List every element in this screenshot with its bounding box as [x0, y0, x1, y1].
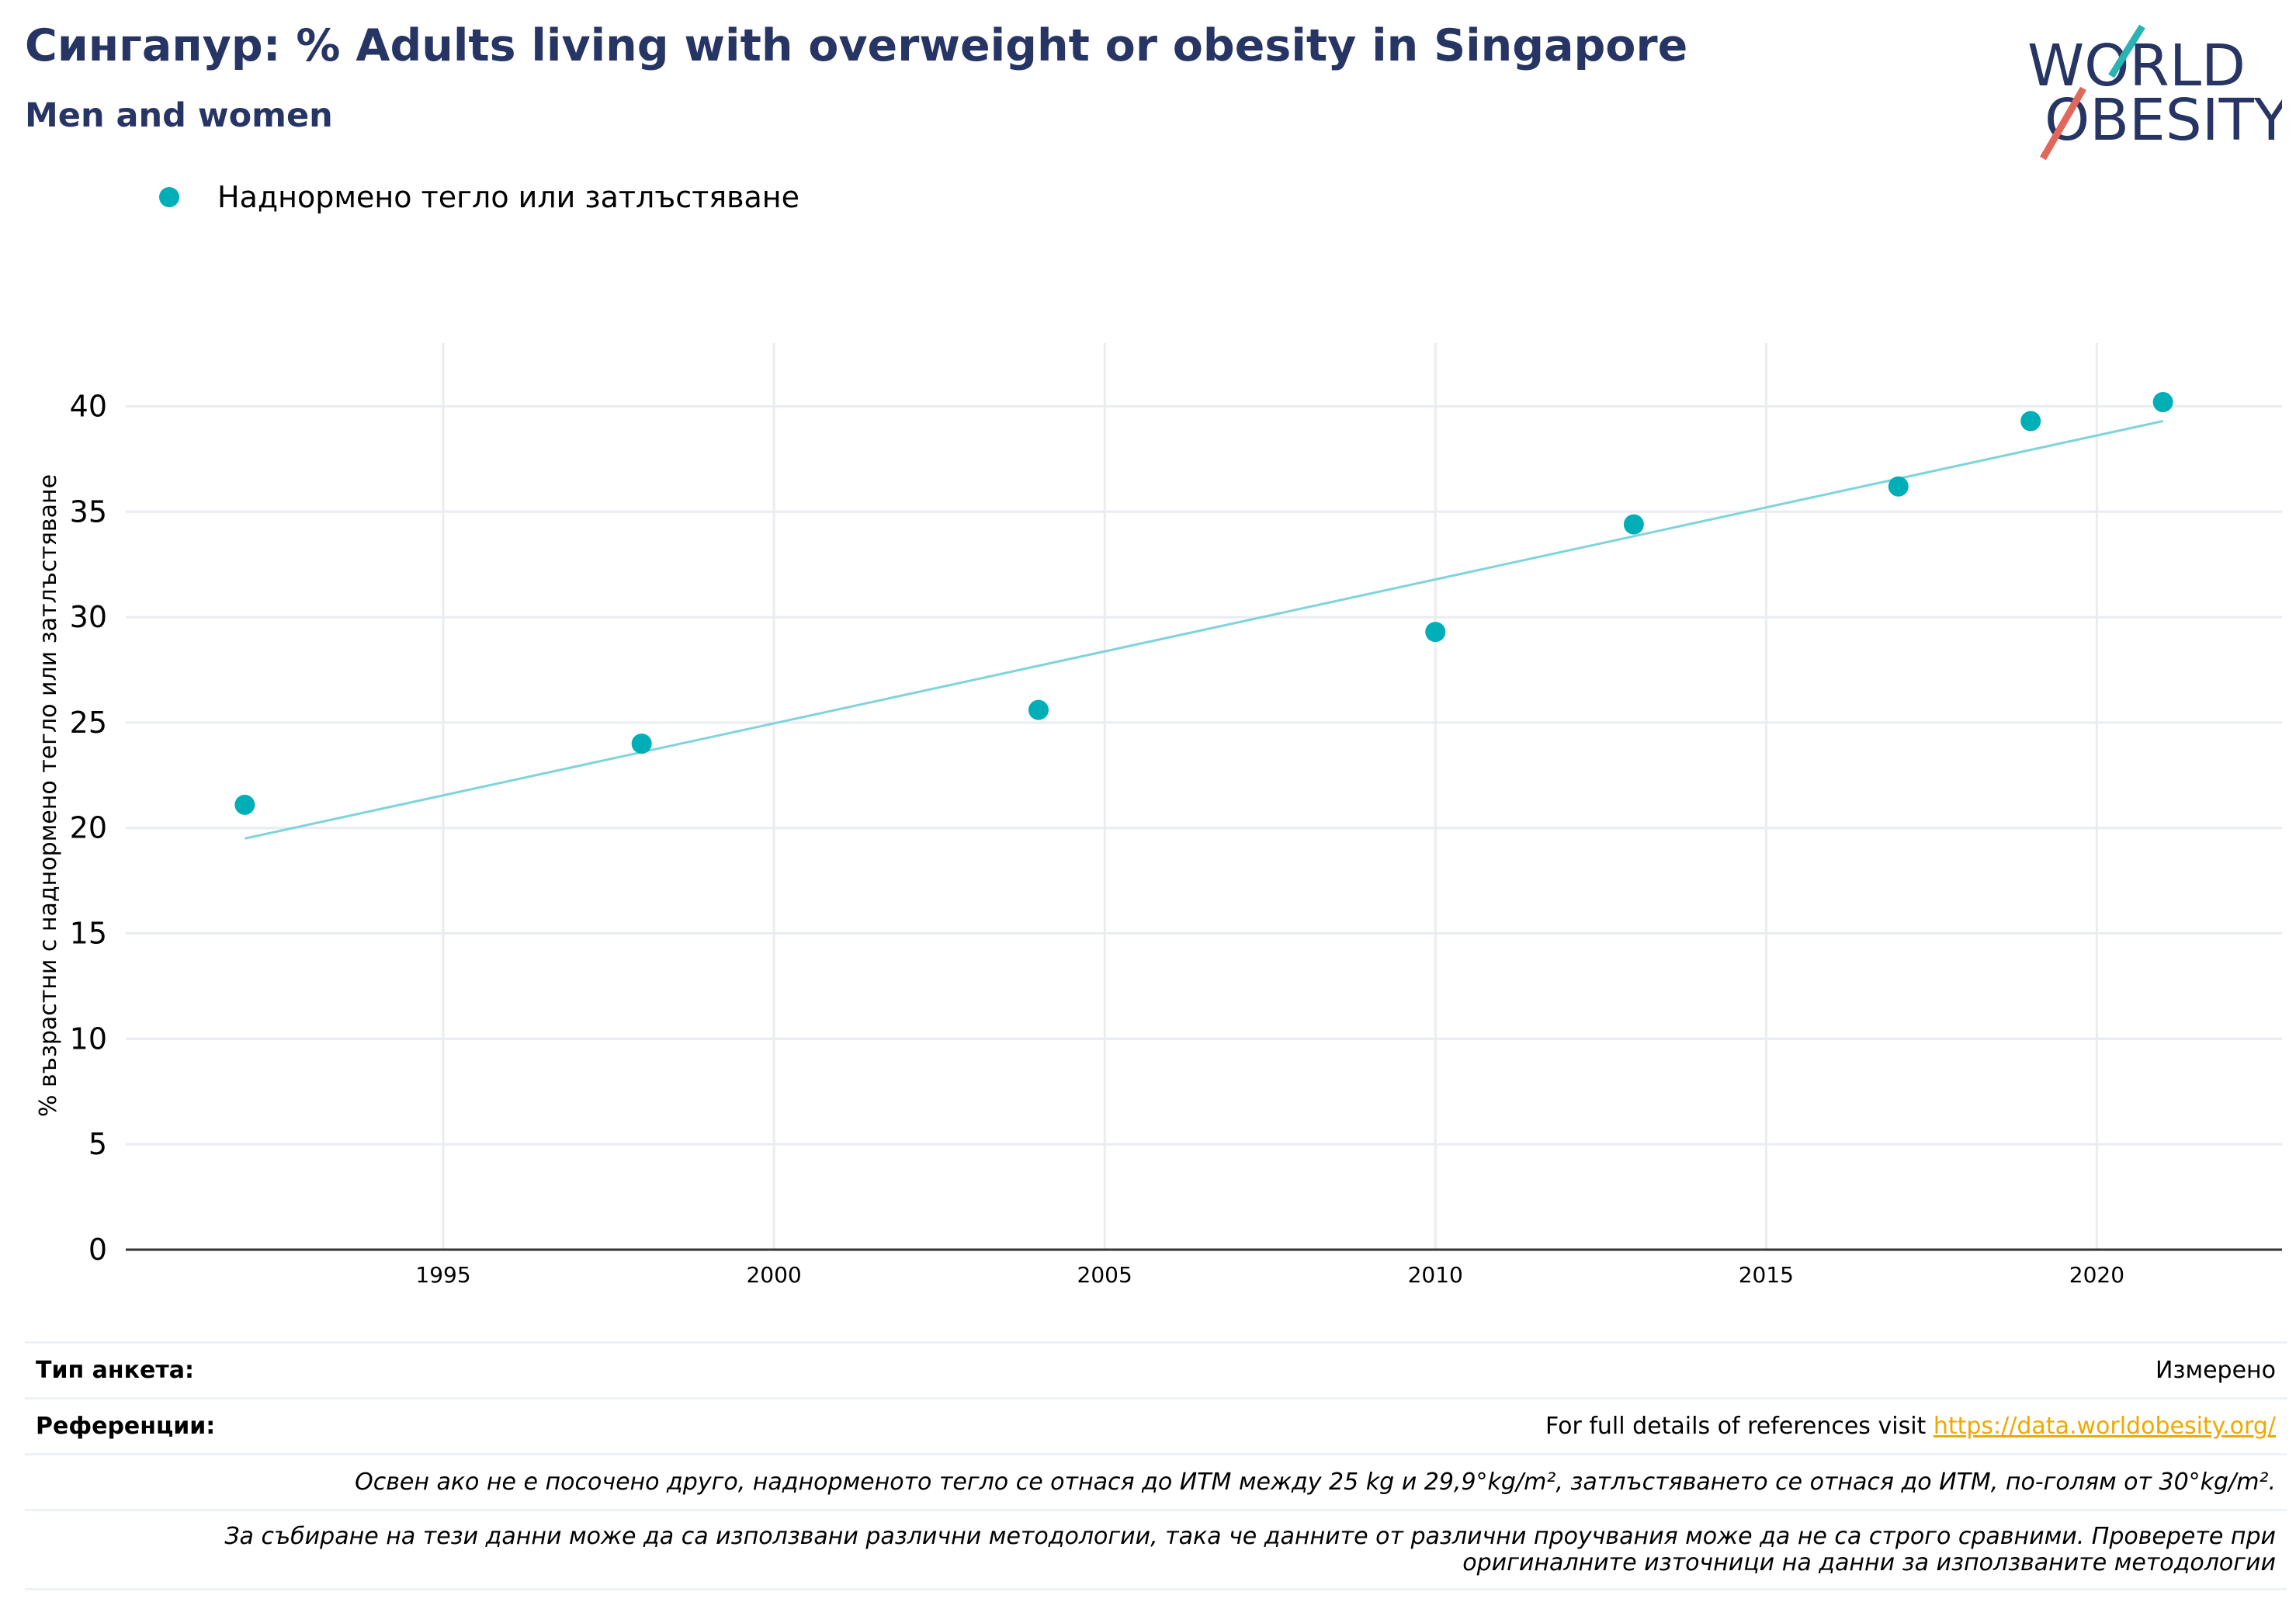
data-point — [1888, 476, 1909, 497]
scatter-chart: 0 5 10 15 20 25 30 35 40 1995 2000 2005 2010 2015 2020… — [35, 343, 2282, 1288]
data-point — [234, 794, 255, 815]
x-tick-label: 2000 — [746, 1262, 801, 1288]
y-tick-label: 25 — [70, 706, 107, 740]
references-row: Референции: For full details of referenc… — [25, 1399, 2287, 1455]
methodology-note: За събиране на тези данни може да са изп… — [224, 1522, 2276, 1576]
data-point — [1425, 622, 1446, 643]
data-point — [2020, 411, 2041, 432]
x-tick-label: 2005 — [1077, 1262, 1132, 1288]
legend-label: Наднормено тегло или затлъстяване — [217, 180, 799, 214]
survey-type-label: Тип анкета: — [36, 1357, 194, 1384]
data-point — [631, 733, 652, 754]
y-tick-label: 0 — [88, 1233, 107, 1267]
references-value: For full details of references visit htt… — [1545, 1413, 2276, 1440]
x-tick-label: 2010 — [1408, 1262, 1463, 1288]
data-points — [234, 392, 2173, 815]
references-link[interactable]: https://data.worldobesity.org/ — [1933, 1413, 2276, 1440]
y-tick-label: 15 — [70, 917, 107, 951]
methodology-note-line1: За събиране на тези данни може да са изп… — [224, 1522, 2276, 1550]
world-obesity-logo: WORLD OBESITY — [2027, 24, 2282, 161]
y-tick-label: 10 — [70, 1021, 107, 1056]
trendline — [245, 420, 2163, 840]
definition-note: Освен ако не е посочено друго, наднормен… — [355, 1468, 2276, 1496]
y-tick-label: 40 — [70, 389, 107, 423]
x-tick-label: 1995 — [415, 1262, 470, 1288]
data-point — [2152, 392, 2173, 413]
chart-title: Сингапур: % Adults living with overweigh… — [25, 20, 1688, 71]
x-tick-label: 2020 — [2069, 1262, 2124, 1288]
references-text: For full details of references visit — [1545, 1413, 1934, 1440]
y-tick-label: 5 — [88, 1127, 107, 1161]
legend-marker — [159, 187, 179, 207]
methodology-note-line2: оригиналните източници на данни за изпол… — [1462, 1548, 2276, 1576]
grid-lines — [126, 343, 2282, 1250]
y-tick-label: 30 — [70, 600, 107, 634]
logo-slash-red — [2040, 86, 2086, 161]
data-point — [1028, 699, 1049, 720]
logo-slash-teal — [2108, 24, 2145, 78]
info-table: Тип анкета: Измерено Референции: For ful… — [25, 1341, 2287, 1590]
y-tick-label: 35 — [70, 494, 107, 529]
chart-subtitle: Men and women — [25, 96, 333, 135]
trendline-layer — [245, 420, 2163, 840]
definition-note-row: Освен ако не е посочено друго, наднормен… — [25, 1455, 2287, 1511]
survey-type-value: Измерено — [2156, 1357, 2276, 1384]
logo-word-world: WORLD — [2027, 33, 2246, 99]
references-label: Референции: — [36, 1413, 216, 1440]
legend: Наднормено тегло или затлъстяване — [159, 180, 799, 214]
axes: 0 5 10 15 20 25 30 35 40 1995 2000 2005 2010 2015 2020 — [70, 389, 2282, 1288]
methodology-note-row: За събиране на тези данни може да са изп… — [25, 1511, 2287, 1590]
survey-type-row: Тип анкета: Измерено — [25, 1344, 2287, 1399]
logo-word-obesity: OBESITY — [2045, 87, 2282, 154]
y-tick-label: 20 — [70, 811, 107, 845]
data-point — [1623, 514, 1644, 535]
x-tick-label: 2015 — [1739, 1262, 1794, 1288]
y-axis-label: % възрастни с наднормено тегло или затлъ… — [35, 474, 62, 1117]
